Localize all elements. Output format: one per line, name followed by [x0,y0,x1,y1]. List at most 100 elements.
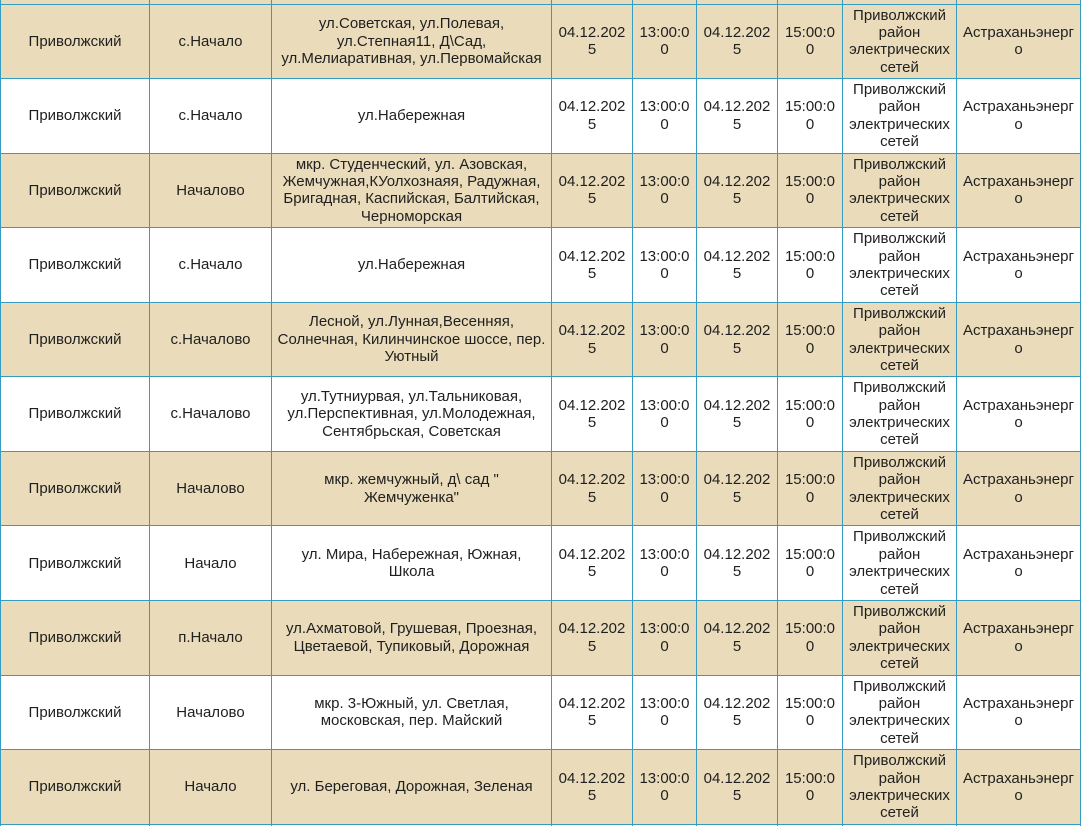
table-row: Приволжский с.Началово Лесной, ул.Лунная… [0,301,1081,378]
cell-time-start: 13:00:00 [632,78,697,154]
cell-district: Приволжский [0,152,150,229]
cell-district: Приволжский [0,376,150,452]
cell-time-start: 13:00:00 [632,450,697,527]
cell-organization: Приволжский район электрических сетей [842,674,957,751]
cell-time-end: 15:00:00 [777,227,843,303]
cell-organization: Приволжский район электрических сетей [842,3,957,80]
cell-date-end: 04.12.2025 [696,152,778,229]
cell-date-end: 04.12.2025 [696,450,778,527]
partial-cell [149,823,272,827]
cell-district: Приволжский [0,3,150,80]
cell-time-start: 13:00:00 [632,600,697,676]
cell-district: Приволжский [0,600,150,676]
cell-streets: ул.Ахматовой, Грушевая, Проезная, Цветае… [271,600,552,676]
cell-time-end: 15:00:00 [777,301,843,378]
cell-company: Астраханьэнерго [956,227,1081,303]
partial-cell [777,823,843,827]
cell-time-end: 15:00:00 [777,749,843,825]
cell-company: Астраханьэнерго [956,450,1081,527]
cell-district: Приволжский [0,301,150,378]
cell-organization: Приволжский район электрических сетей [842,450,957,527]
cell-time-end: 15:00:00 [777,450,843,527]
cell-settlement: с.Начало [149,3,272,80]
table-row: Приволжский Началово мкр. Студенческий, … [0,152,1081,229]
cell-time-start: 13:00:00 [632,376,697,452]
cell-settlement: с.Начало [149,227,272,303]
cell-time-end: 15:00:00 [777,525,843,601]
cell-time-start: 13:00:00 [632,3,697,80]
cell-time-end: 15:00:00 [777,3,843,80]
cell-time-start: 13:00:00 [632,301,697,378]
cell-settlement: с.Началово [149,376,272,452]
cell-time-end: 15:00:00 [777,376,843,452]
table-row: Приволжский с.Начало ул.Набережная 04.12… [0,227,1081,303]
cell-date-start: 04.12.2025 [551,301,633,378]
cell-company: Астраханьэнерго [956,674,1081,751]
cell-time-start: 13:00:00 [632,525,697,601]
cell-organization: Приволжский район электрических сетей [842,152,957,229]
cell-date-end: 04.12.2025 [696,674,778,751]
partial-cell [842,823,957,827]
cell-streets: ул.Советская, ул.Полевая, ул.Степная11, … [271,3,552,80]
cell-district: Приволжский [0,450,150,527]
cell-streets: ул.Набережная [271,78,552,154]
cell-date-start: 04.12.2025 [551,674,633,751]
cell-organization: Приволжский район электрических сетей [842,600,957,676]
cell-streets: ул. Береговая, Дорожная, Зеленая [271,749,552,825]
cell-company: Астраханьэнерго [956,152,1081,229]
cell-streets: мкр. жемчужный, д\ сад " Жемчуженка" [271,450,552,527]
table-row: Приволжский Началово мкр. 3-Южный, ул. С… [0,674,1081,751]
cell-settlement: п.Начало [149,600,272,676]
cell-streets: ул.Набережная [271,227,552,303]
cell-company: Астраханьэнерго [956,749,1081,825]
cell-company: Астраханьэнерго [956,3,1081,80]
table-row: Приволжский с.Начало ул.Набережная 04.12… [0,78,1081,154]
cell-time-end: 15:00:00 [777,152,843,229]
table-row: Приволжский п.Начало ул.Ахматовой, Груше… [0,600,1081,676]
cell-date-end: 04.12.2025 [696,227,778,303]
cell-company: Астраханьэнерго [956,600,1081,676]
cell-date-end: 04.12.2025 [696,525,778,601]
cell-date-end: 04.12.2025 [696,3,778,80]
cell-district: Приволжский [0,525,150,601]
table-row: Приволжский Началово мкр. жемчужный, д\ … [0,450,1081,527]
partial-cell [0,823,150,827]
cell-streets: мкр. 3-Южный, ул. Светлая, московская, п… [271,674,552,751]
cell-time-start: 13:00:00 [632,749,697,825]
cell-date-start: 04.12.2025 [551,227,633,303]
table-row: Приволжский Начало ул. Мира, Набережная,… [0,525,1081,601]
cell-district: Приволжский [0,78,150,154]
cell-time-start: 13:00:00 [632,674,697,751]
cell-date-start: 04.12.2025 [551,450,633,527]
cell-time-start: 13:00:00 [632,152,697,229]
cell-settlement: Началово [149,152,272,229]
cell-district: Приволжский [0,227,150,303]
partial-cell [551,823,633,827]
cell-time-end: 15:00:00 [777,600,843,676]
partial-cell [956,823,1081,827]
cell-organization: Приволжский район электрических сетей [842,376,957,452]
table-row: Приволжский с.Началово ул.Тутниурвая, ул… [0,376,1081,452]
partial-row-bottom [0,823,1081,827]
cell-company: Астраханьэнерго [956,525,1081,601]
table-row: Приволжский с.Начало ул.Советская, ул.По… [0,3,1081,80]
cell-date-start: 04.12.2025 [551,600,633,676]
cell-company: Астраханьэнерго [956,376,1081,452]
cell-company: Астраханьэнерго [956,78,1081,154]
table-row: Приволжский Начало ул. Береговая, Дорожн… [0,749,1081,825]
cell-streets: мкр. Студенческий, ул. Азовская, Жемчужн… [271,152,552,229]
cell-date-end: 04.12.2025 [696,301,778,378]
cell-date-start: 04.12.2025 [551,3,633,80]
cell-organization: Приволжский район электрических сетей [842,525,957,601]
partial-cell [696,823,778,827]
cell-settlement: с.Начало [149,78,272,154]
cell-company: Астраханьэнерго [956,301,1081,378]
cell-settlement: с.Началово [149,301,272,378]
cell-streets: ул.Тутниурвая, ул.Тальниковая, ул.Перспе… [271,376,552,452]
cell-organization: Приволжский район электрических сетей [842,301,957,378]
cell-date-start: 04.12.2025 [551,376,633,452]
cell-time-start: 13:00:00 [632,227,697,303]
cell-district: Приволжский [0,749,150,825]
